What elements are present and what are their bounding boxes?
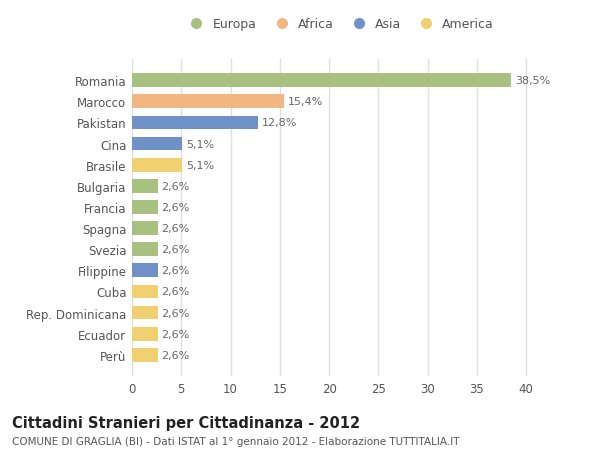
Bar [132, 243, 158, 257]
Bar [132, 285, 158, 299]
Bar [132, 179, 158, 193]
Text: 2,6%: 2,6% [161, 224, 190, 234]
Text: COMUNE DI GRAGLIA (BI) - Dati ISTAT al 1° gennaio 2012 - Elaborazione TUTTITALIA: COMUNE DI GRAGLIA (BI) - Dati ISTAT al 1… [12, 436, 460, 446]
Text: 2,6%: 2,6% [161, 329, 190, 339]
Text: 5,1%: 5,1% [186, 160, 214, 170]
Bar [132, 74, 511, 88]
Text: 12,8%: 12,8% [262, 118, 298, 128]
Text: 2,6%: 2,6% [161, 308, 190, 318]
Bar [132, 348, 158, 362]
Text: 38,5%: 38,5% [515, 76, 551, 86]
Bar [132, 264, 158, 278]
Text: Cittadini Stranieri per Cittadinanza - 2012: Cittadini Stranieri per Cittadinanza - 2… [12, 415, 360, 431]
Text: 15,4%: 15,4% [288, 97, 323, 107]
Text: 2,6%: 2,6% [161, 202, 190, 213]
Bar [132, 327, 158, 341]
Text: 2,6%: 2,6% [161, 181, 190, 191]
Bar [132, 137, 182, 151]
Text: 2,6%: 2,6% [161, 245, 190, 255]
Bar [132, 306, 158, 320]
Bar [132, 116, 258, 130]
Bar [132, 222, 158, 235]
Text: 2,6%: 2,6% [161, 266, 190, 276]
Text: 2,6%: 2,6% [161, 350, 190, 360]
Text: 2,6%: 2,6% [161, 287, 190, 297]
Bar [132, 95, 284, 109]
Text: 5,1%: 5,1% [186, 139, 214, 149]
Legend: Europa, Africa, Asia, America: Europa, Africa, Asia, America [184, 18, 494, 31]
Bar [132, 158, 182, 172]
Bar [132, 201, 158, 214]
